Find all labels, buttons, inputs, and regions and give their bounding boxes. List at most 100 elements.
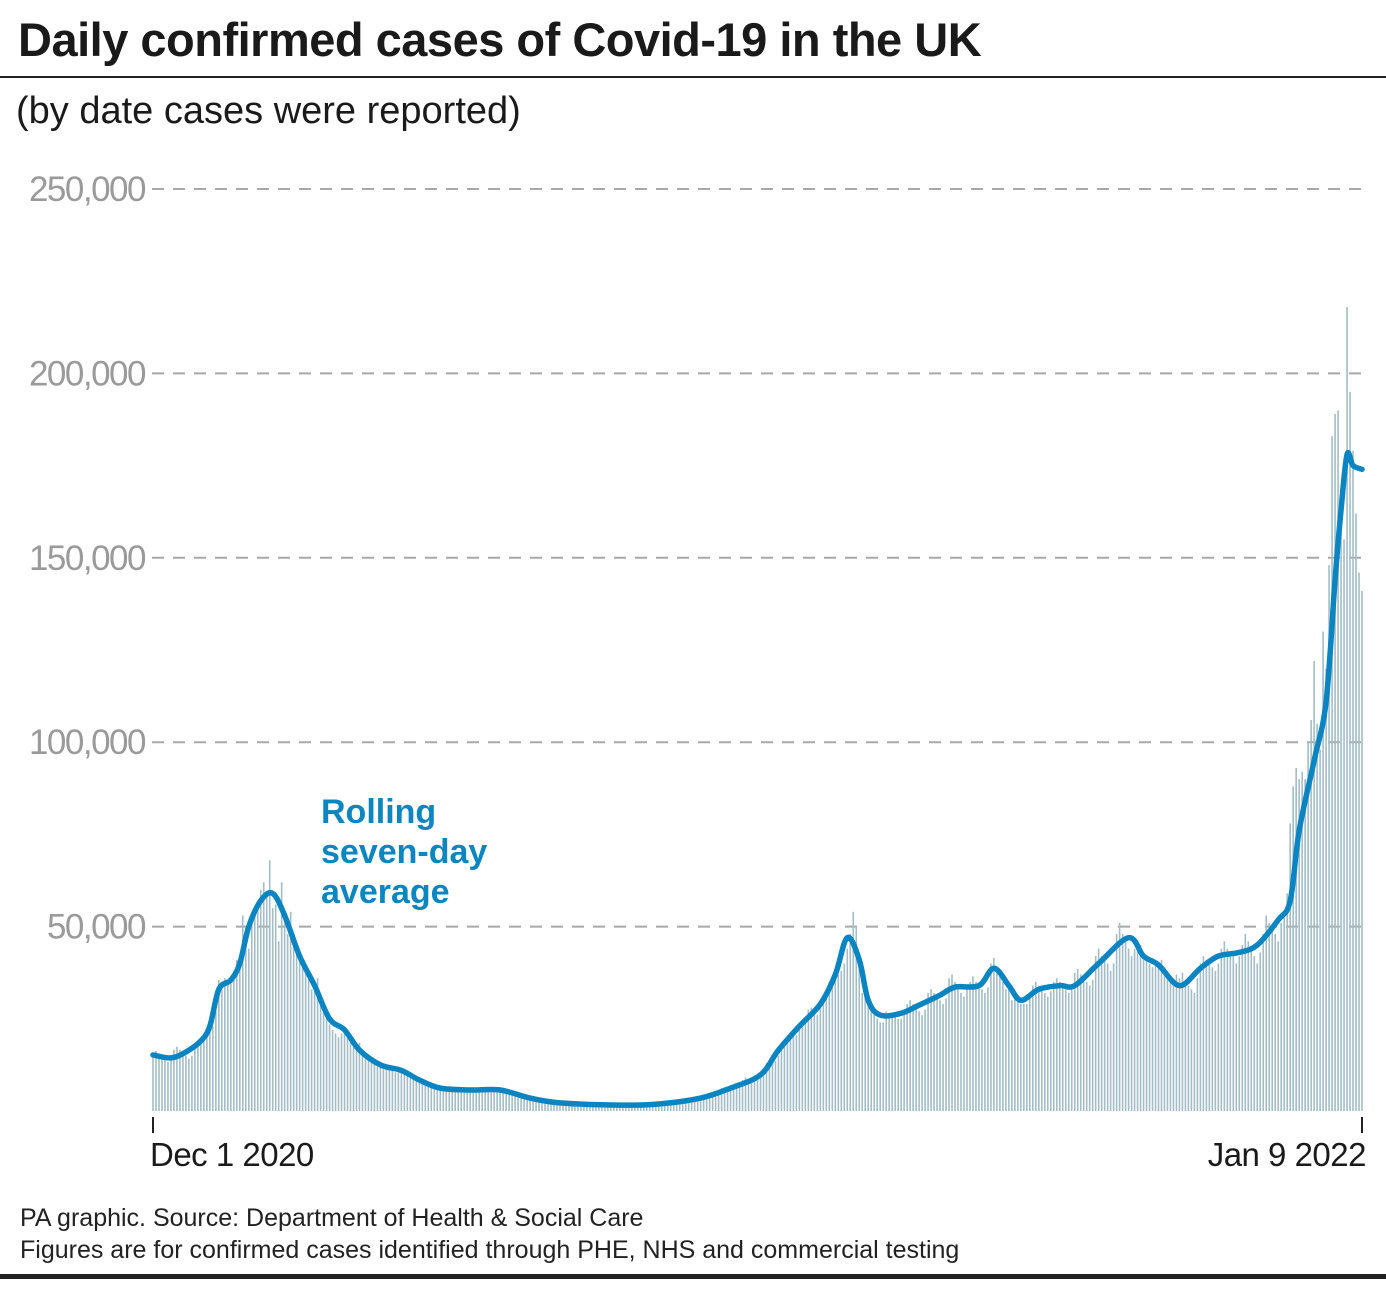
daily-bar [1011,1000,1013,1111]
daily-bar [460,1090,463,1111]
daily-bar [1190,989,1193,1111]
daily-bar [969,981,971,1111]
daily-bar [1358,572,1360,1111]
daily-bar [1268,922,1271,1111]
daily-bar [681,1100,684,1111]
y-tick-label: 150,000 [29,539,146,578]
daily-bar [221,989,223,1111]
daily-bar [729,1089,732,1111]
daily-bar [747,1078,750,1111]
daily-bar [253,911,256,1111]
daily-bar [625,1105,627,1111]
daily-bar [565,1103,567,1111]
daily-bar [301,963,304,1111]
daily-bar [1115,933,1118,1111]
daily-bar [391,1070,394,1111]
daily-bar [678,1099,681,1111]
daily-bar [801,1024,804,1111]
daily-bar [388,1068,391,1111]
daily-bar [1241,945,1244,1111]
daily-bar [1238,956,1241,1111]
daily-bar [1142,952,1145,1111]
daily-bar [1286,893,1288,1111]
gridlines [152,188,1366,928]
daily-bar [532,1099,534,1111]
daily-bar [1023,1004,1025,1111]
daily-bar [1217,963,1220,1111]
daily-bar [454,1089,457,1111]
daily-bar [619,1105,621,1111]
daily-bar [894,1016,896,1111]
daily-bar [1346,307,1348,1111]
daily-bar [981,989,983,1111]
daily-bar [888,1013,890,1111]
daily-bar [1145,956,1148,1111]
daily-bar [1280,922,1283,1111]
daily-bar [556,1102,558,1111]
daily-bar [684,1100,687,1111]
daily-bar [879,1022,881,1111]
daily-bar [176,1046,178,1111]
daily-bar [1250,948,1253,1111]
daily-bar [744,1077,747,1111]
daily-bar [1193,992,1196,1111]
daily-bar [215,1011,217,1111]
daily-bar [1361,590,1363,1111]
y-tick-label: 100,000 [29,723,146,762]
daily-bar [1304,779,1306,1111]
daily-bar [1343,539,1345,1111]
daily-bar [547,1100,549,1111]
daily-bar [903,1011,905,1111]
daily-bar [448,1088,451,1111]
daily-bar [529,1098,531,1111]
daily-bar [942,1004,944,1111]
daily-bar [499,1090,501,1111]
daily-bar [541,1100,543,1111]
daily-bar [732,1089,735,1111]
daily-bar [798,1029,801,1111]
daily-bar [1049,991,1052,1111]
daily-bar [951,974,953,1111]
daily-bar [349,1040,352,1111]
daily-bar [265,897,268,1111]
chart-subtitle: (by date cases were reported) [16,90,521,132]
daily-bar [580,1103,582,1111]
daily-bar [1085,981,1088,1111]
daily-bar [1017,1000,1019,1111]
daily-bar [1199,963,1202,1111]
daily-bar [789,1033,792,1111]
daily-bar [1256,963,1259,1111]
daily-bar [298,956,301,1111]
daily-bar [1334,413,1336,1111]
daily-bar [436,1088,439,1111]
daily-bar [424,1083,427,1111]
daily-bar [373,1063,376,1111]
daily-bar [427,1085,430,1111]
daily-bar [1310,720,1312,1111]
daily-bars [152,307,1363,1112]
daily-bar [598,1104,600,1111]
daily-bar [250,915,253,1111]
daily-bar [966,989,968,1111]
title-rule [0,76,1386,78]
daily-bar [990,963,992,1111]
daily-bar [307,974,310,1111]
daily-bar [592,1103,594,1111]
daily-bar [930,989,932,1111]
daily-bar [358,1042,361,1111]
daily-bar [1328,565,1330,1111]
daily-bar [1325,668,1327,1111]
daily-bar [155,1050,157,1111]
daily-bar [1316,723,1318,1111]
daily-bar [813,1011,816,1111]
daily-bar [765,1063,768,1111]
daily-bar [1322,631,1324,1111]
daily-bar [870,1007,873,1111]
y-tick-label: 50,000 [47,908,146,947]
daily-bar [912,1004,914,1111]
daily-bar [397,1072,400,1111]
daily-bar [1094,956,1097,1111]
daily-bar [1058,981,1061,1111]
daily-bar [1205,959,1208,1111]
